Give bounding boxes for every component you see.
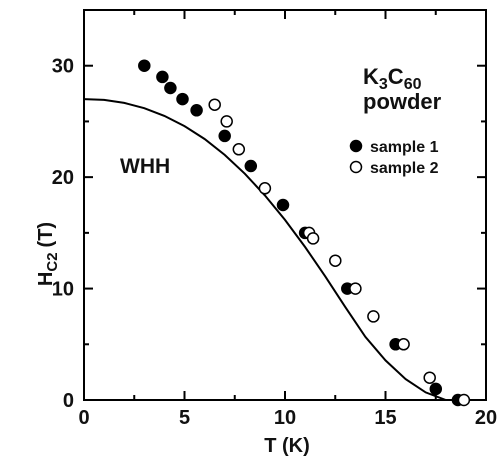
point-sample-2 xyxy=(423,371,436,384)
whh-curve-label: WHH xyxy=(120,155,170,178)
legend-label-sample-2: sample 2 xyxy=(370,160,439,177)
y-axis-title-unit: (T) xyxy=(35,222,57,248)
point-sample-1 xyxy=(190,104,203,117)
y-axis-title: HC2 (T) xyxy=(35,222,61,286)
y-tick-label: 0 xyxy=(63,390,74,412)
material-subscript: 3 xyxy=(379,76,388,93)
tick-labels: 0 5 10 15 20 0 10 20 30 xyxy=(52,56,497,429)
material-label: K3C60 xyxy=(363,64,422,93)
x-tick-label: 20 xyxy=(475,407,497,429)
point-sample-1 xyxy=(244,159,258,173)
y-axis-title-main: H xyxy=(35,272,57,286)
point-sample-1 xyxy=(218,129,231,143)
material-subscript: 60 xyxy=(404,76,422,93)
whh-curve-line xyxy=(83,98,447,401)
material-symbol: K xyxy=(363,64,379,89)
legend-marker-sample-1 xyxy=(349,139,363,153)
point-sample-2 xyxy=(258,182,272,195)
point-sample-2 xyxy=(329,254,342,267)
y-tick-label: 30 xyxy=(52,56,74,78)
x-tick-label: 0 xyxy=(78,407,89,429)
whh-curve xyxy=(83,98,447,401)
legend-label-sample-1: sample 1 xyxy=(370,139,439,156)
point-sample-1 xyxy=(138,59,151,72)
material-form-label: powder xyxy=(363,89,442,114)
axis-ticks xyxy=(83,9,487,401)
point-sample-2 xyxy=(306,232,320,245)
point-sample-2 xyxy=(457,393,471,407)
x-tick-label: 5 xyxy=(179,407,190,429)
y-tick-label: 20 xyxy=(52,167,74,189)
x-tick-label: 10 xyxy=(274,407,296,429)
legend-marker-sample-2 xyxy=(349,160,363,174)
point-sample-2 xyxy=(349,282,362,295)
y-tick-label: 10 xyxy=(52,279,74,301)
point-sample-1 xyxy=(164,81,177,95)
point-sample-2 xyxy=(397,338,410,351)
data-points xyxy=(138,59,471,407)
point-sample-1 xyxy=(176,92,189,106)
point-sample-2 xyxy=(232,143,246,156)
point-sample-1 xyxy=(156,70,169,84)
point-sample-2 xyxy=(367,310,380,323)
x-axis-title: T (K) xyxy=(264,435,310,456)
legend: sample 1 sample 2 xyxy=(349,139,439,177)
point-sample-1 xyxy=(276,198,290,212)
point-sample-2 xyxy=(220,115,233,128)
point-sample-2 xyxy=(208,98,221,111)
x-tick-label: 15 xyxy=(374,407,396,429)
point-sample-1 xyxy=(429,382,443,396)
y-axis-title-sub: C2 xyxy=(44,252,61,271)
material-symbol: C xyxy=(388,64,404,89)
